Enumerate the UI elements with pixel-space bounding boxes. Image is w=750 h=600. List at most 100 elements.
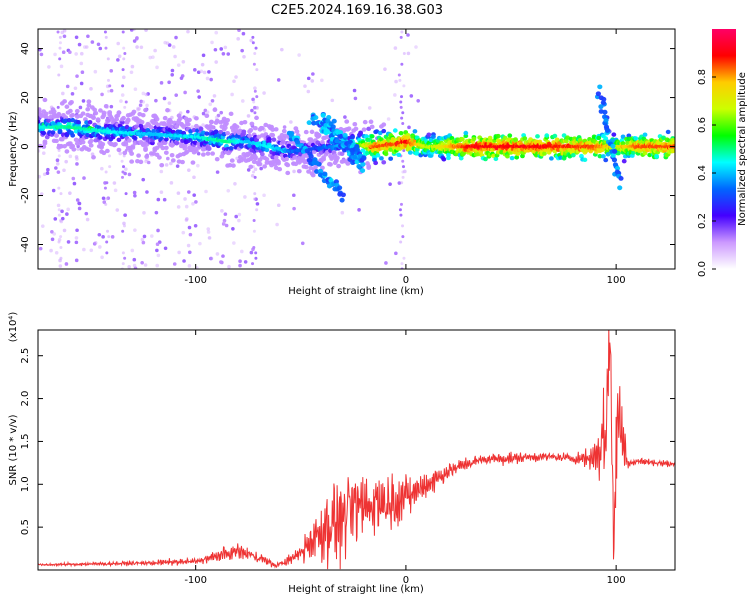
spectrogram-noise-dot xyxy=(171,45,176,49)
snr-frame xyxy=(37,329,676,571)
spectrogram-streak-dot xyxy=(254,256,258,260)
spectrogram-noise-dot xyxy=(51,188,56,193)
spectrogram-noise-dot xyxy=(64,262,69,266)
spectrogram-ridge-cell xyxy=(101,110,107,115)
spectrogram-ridge-cell xyxy=(446,152,451,158)
spectrogram-ridge-cell xyxy=(43,114,49,120)
spectrogram-ridge-cell xyxy=(198,126,204,132)
spectrogram-noise-dot xyxy=(253,167,258,172)
spectrogram-noise-dot xyxy=(292,193,296,198)
spectrogram-noise-dot xyxy=(141,240,146,245)
spectrogram-ridge-cell xyxy=(633,136,639,141)
spectrogram-ridge-cell xyxy=(271,137,277,142)
snr-y-tick-label: 0.5 xyxy=(20,519,31,535)
spectrogram-ridge-cell xyxy=(86,147,92,152)
spectrogram-streak-dot xyxy=(57,73,61,77)
spectrogram-ridge-cell xyxy=(296,168,302,174)
spectrogram-noise-dot xyxy=(61,50,66,54)
spectrogram-streak-dot xyxy=(104,46,108,50)
snr-panel: -100 0 100 0.5 1.0 1.5 2.0 2.5 Height of straig… xyxy=(8,312,676,595)
spectrogram-ridge-cell xyxy=(601,154,606,159)
spectrogram-noise-dot xyxy=(182,259,186,263)
snr-series-line xyxy=(38,330,675,570)
spectrogram-ridge-cell xyxy=(98,135,103,140)
spectrogram-ridge-cell xyxy=(428,137,434,143)
spectrogram-noise-dot xyxy=(64,159,68,164)
spectrogram-ridge-cell xyxy=(39,113,44,119)
spectrogram-streak-dot xyxy=(104,197,108,201)
spectrogram-noise-dot xyxy=(62,34,67,39)
snr-y-tick-label: 2.5 xyxy=(20,348,31,364)
spectrogram-streak-dot xyxy=(252,219,256,223)
spectrogram-ridge-cell xyxy=(426,132,432,137)
spectrogram-noise-dot xyxy=(50,229,54,234)
spectrogram-noise-dot xyxy=(86,34,90,39)
spectrogram-ridge-cell xyxy=(56,111,62,117)
spectrogram-ridge-cell xyxy=(93,111,99,116)
spectrogram-ridge-cell xyxy=(43,111,49,116)
spectrogram-ridge-cell xyxy=(51,109,57,114)
spectrogram-noise-dot xyxy=(135,45,139,49)
spectrogram-ridge-cell xyxy=(106,133,111,138)
spectrogram-ridge-cell xyxy=(335,155,340,161)
snr-x-tick-label: -100 xyxy=(184,575,207,586)
spectrogram-noise-dot xyxy=(154,98,158,103)
snr-y-tick-label: 1.5 xyxy=(20,433,31,449)
spectrogram-streak-cell xyxy=(314,169,320,174)
spectrogram-noise-dot xyxy=(187,250,192,255)
spectrogram-noise-dot xyxy=(60,216,65,221)
spectrogram-ridge-cell xyxy=(552,133,558,139)
spectrogram-ridge-cell xyxy=(381,160,387,165)
spectrogram-noise-dot xyxy=(40,224,45,228)
spectrogram-noise-dot xyxy=(97,232,102,237)
spectrogram-noise-dot xyxy=(121,75,126,80)
spectrogram-noise-dot xyxy=(393,93,397,97)
spectrogram-streak-dot xyxy=(253,175,257,179)
spectrogram-ridge-cell xyxy=(463,130,469,136)
spectrogram-streak-dot xyxy=(255,208,259,212)
spectrogram-ridge-cell xyxy=(42,97,48,103)
spectrogram-noise-dot xyxy=(214,60,218,64)
spectrogram-noise-dot xyxy=(84,211,89,216)
spectrogram-noise-dot xyxy=(144,159,148,164)
spectrogram-spike-cell xyxy=(595,91,601,97)
spectrogram-ridge-cell xyxy=(212,107,218,112)
spectrogram-noise-dot xyxy=(212,94,217,98)
spectrogram-noise-dot xyxy=(141,100,146,104)
spectrogram-noise-dot xyxy=(230,92,234,97)
spectrogram-ridge-cell xyxy=(620,134,626,139)
spectrogram-noise-dot xyxy=(122,221,126,226)
spectrogram-ridge-cell xyxy=(144,154,150,159)
spectrogram-streak-dot xyxy=(255,95,259,99)
spectrogram-noise-dot xyxy=(133,228,137,232)
spectrogram-noise-dot xyxy=(226,52,231,56)
spectrogram-ridge-cell xyxy=(412,129,418,134)
spectrogram-streak-dot xyxy=(58,35,62,39)
spectrogram-noise-dot xyxy=(227,264,231,269)
spectrogram-noise-dot xyxy=(96,42,101,47)
spectrogram-ridge-cell xyxy=(122,150,128,156)
colorbar-tick-label: 0.2 xyxy=(697,213,708,229)
spectrogram-ridge-cell xyxy=(107,110,113,115)
spectrogram-ridge-cell xyxy=(100,142,106,147)
spectrogram-ridge-cell xyxy=(85,107,91,112)
spectrogram-x-axis-label: Height of straight line (km) xyxy=(288,286,424,297)
spectrogram-ridge-cell xyxy=(561,133,567,138)
spectrogram-streak-dot xyxy=(105,251,109,255)
spectrogram-noise-dot xyxy=(241,31,246,36)
spectrogram-noise-dot xyxy=(303,84,307,88)
spectrogram-ridge-cell xyxy=(313,164,318,170)
spectrogram-ridge-cell xyxy=(611,132,617,137)
spectrogram-noise-dot xyxy=(232,241,236,245)
spectrogram-noise-dot xyxy=(352,88,357,93)
spectrogram-streak-dot xyxy=(399,100,403,104)
spectrogram-noise-dot xyxy=(113,188,118,193)
spectrogram-noise-dot xyxy=(238,263,242,268)
spectrogram-streak-dot xyxy=(123,213,127,217)
spectrogram-ridge-cell xyxy=(392,128,398,133)
spectrogram-ridge-cell xyxy=(329,156,335,161)
spectrogram-y-axis-label: Frequency (Hz) xyxy=(8,111,19,187)
spectrogram-ridge-cell xyxy=(80,139,86,145)
spectrogram-spike-cell xyxy=(602,109,608,115)
spectrogram-ridge-cell xyxy=(388,147,394,152)
